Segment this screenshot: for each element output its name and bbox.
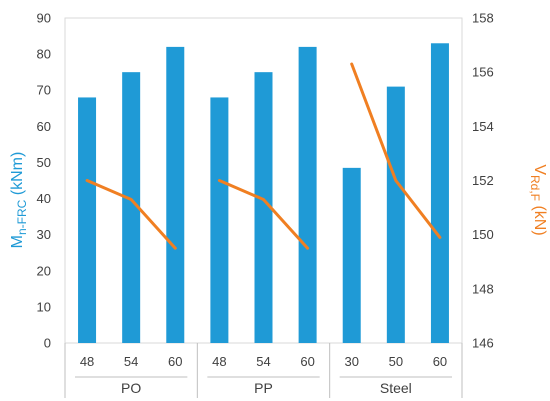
bar	[298, 46, 317, 344]
bar	[166, 46, 185, 344]
x-tick-label: 54	[256, 354, 270, 369]
bar	[78, 97, 97, 343]
y-left-tick-label: 60	[37, 119, 51, 134]
x-tick-label: 54	[124, 354, 138, 369]
y-right-tick-label: 154	[472, 119, 494, 134]
y-left-tick-label: 0	[44, 336, 51, 351]
group-label: PO	[121, 380, 141, 396]
x-tick-label: 60	[168, 354, 182, 369]
x-tick-label: 48	[212, 354, 226, 369]
y-axis-left-label: Mn-FRC (kNm)	[9, 152, 29, 249]
y-axis-right-label: VRd,F (kN)	[528, 164, 548, 235]
y-left-tick-label: 10	[37, 299, 51, 314]
y-left-tick-label: 50	[37, 155, 51, 170]
y-left-tick-label: 90	[37, 11, 51, 26]
y-right-tick-label: 152	[472, 173, 494, 188]
y-right-tick-label: 156	[472, 65, 494, 80]
line-segment-steel	[350, 62, 442, 239]
y-left-tick-label: 30	[37, 227, 51, 242]
x-tick-label: 48	[80, 354, 94, 369]
bar	[342, 167, 361, 343]
group-label: PP	[254, 380, 273, 396]
x-tick-label: 50	[389, 354, 403, 369]
y-left-tick-label: 70	[37, 83, 51, 98]
bar	[210, 97, 229, 343]
y-right-tick-label: 146	[472, 336, 494, 351]
group-label: Steel	[380, 380, 412, 396]
line-series	[85, 62, 442, 250]
x-tick-label: 60	[300, 354, 314, 369]
bar	[430, 43, 449, 344]
x-axis: 48 54 60 48 54 60 30 50 60 PO PP Steel	[64, 343, 463, 398]
line-segment-po	[85, 179, 177, 250]
y-left-tick-label: 20	[37, 263, 51, 278]
y-left-tick-label: 80	[37, 47, 51, 62]
y-right-tick-label: 148	[472, 281, 494, 296]
x-tick-label: 30	[344, 354, 358, 369]
bar-series	[78, 43, 449, 344]
right-axis-ticks: 146 148 150 152 154 156 158	[472, 11, 494, 351]
x-tick-label: 60	[433, 354, 447, 369]
y-right-tick-label: 158	[472, 11, 494, 26]
left-axis-ticks: 0 10 20 30 40 50 60 70 80 90	[37, 11, 51, 351]
bar	[122, 72, 141, 344]
bar	[254, 72, 273, 344]
y-right-tick-label: 150	[472, 227, 494, 242]
bar	[386, 86, 405, 343]
line-segment-pp	[217, 179, 310, 250]
y-left-tick-label: 40	[37, 191, 51, 206]
